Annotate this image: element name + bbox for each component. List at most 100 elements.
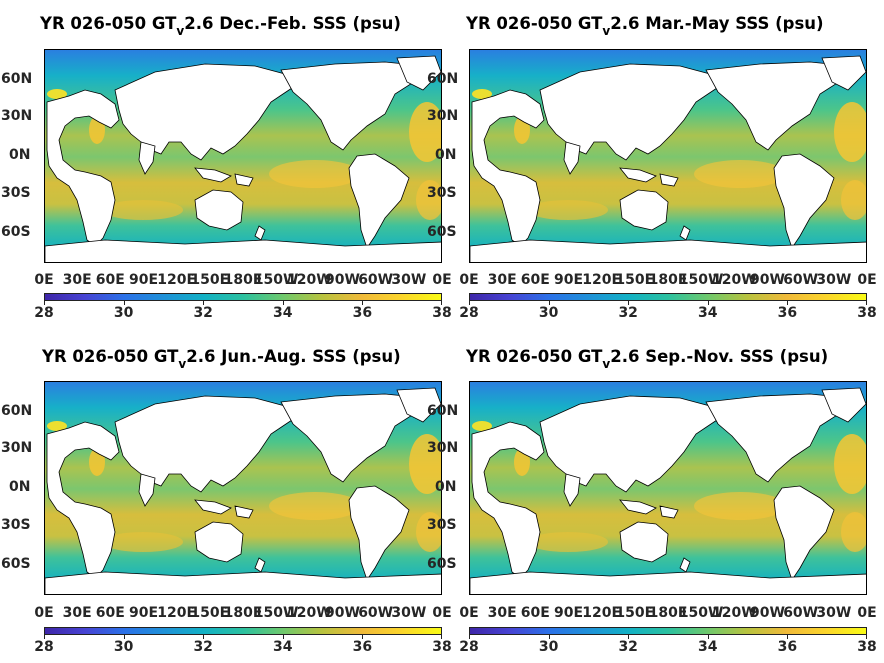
lon-label: 150E	[190, 605, 230, 621]
lat-label: 30N	[427, 108, 459, 124]
colorbar-tick-label: 38	[432, 639, 452, 655]
lon-label: 150E	[615, 605, 655, 621]
colorbar-tick-mark	[707, 635, 709, 639]
lon-label: 0E	[34, 272, 54, 288]
salinity-map-jun-aug	[44, 381, 442, 595]
lat-label: 30S	[1, 185, 31, 201]
colorbar-tick-mark	[44, 635, 45, 639]
lat-label: 0N	[435, 479, 457, 495]
lon-label: 0E	[857, 272, 877, 288]
panel-title: YR 026-050 GTv2.6 Jun.-Aug. SSS (psu)	[42, 347, 401, 371]
colorbar-tick-label: 30	[113, 639, 134, 655]
lon-label: 0E	[459, 272, 479, 288]
colorbar-tick-mark	[707, 301, 709, 305]
colorbar-tick-mark	[866, 301, 867, 305]
lon-label: 60E	[95, 272, 125, 288]
lon-label: 60W	[783, 605, 819, 621]
colorbar-tick-label: 34	[273, 639, 293, 655]
panel-title: YR 026-050 GTv2.6 Mar.-May SSS (psu)	[466, 14, 824, 38]
panel-title: YR 026-050 GTv2.6 Sep.-Nov. SSS (psu)	[466, 347, 829, 371]
lon-label: 0E	[432, 272, 452, 288]
colorbar-tick-label: 30	[538, 639, 559, 655]
lat-label: 60N	[427, 403, 459, 419]
lon-label: 0E	[34, 605, 54, 621]
lon-label: 90E	[128, 272, 159, 288]
lon-label: 30W	[816, 605, 852, 621]
lon-label: 120W	[711, 605, 757, 621]
salinity-map-sep-nov	[469, 381, 867, 595]
colorbar-tick-mark	[866, 635, 867, 639]
lon-label: 150W	[253, 272, 299, 288]
lat-label: 0N	[9, 479, 31, 495]
lon-label: 90E	[128, 605, 159, 621]
colorbar-tick-mark	[469, 301, 470, 305]
lon-label: 90E	[553, 605, 584, 621]
colorbar-tick-mark	[628, 301, 630, 305]
colorbar-tick-mark	[548, 301, 550, 305]
colorbar-tick-label: 38	[857, 305, 877, 321]
lon-label: 150E	[615, 272, 655, 288]
colorbar-tick-label: 30	[538, 305, 559, 321]
lon-label: 90W	[325, 272, 360, 288]
lat-label: 60N	[1, 71, 33, 87]
lon-label: 60W	[783, 272, 819, 288]
salinity-map-dec-feb	[44, 49, 442, 263]
lon-label: 30E	[62, 272, 92, 288]
colorbar	[469, 293, 867, 301]
lon-label: 150W	[678, 272, 724, 288]
lon-label: 180E	[223, 272, 263, 288]
lon-label: 60E	[95, 605, 125, 621]
colorbar-tick-label: 36	[777, 305, 798, 321]
lon-label: 150W	[678, 605, 724, 621]
colorbar	[44, 293, 442, 301]
lon-label: 60W	[358, 605, 394, 621]
colorbar-tick-mark	[44, 301, 45, 305]
colorbar-tick-mark	[441, 301, 442, 305]
colorbar-tick-label: 36	[352, 639, 373, 655]
lat-label: 60S	[427, 224, 457, 240]
colorbar	[44, 627, 442, 635]
colorbar	[469, 627, 867, 635]
lat-label: 0N	[9, 147, 31, 163]
colorbar-tick-mark	[787, 301, 789, 305]
lon-label: 30E	[487, 605, 517, 621]
lat-label: 60N	[1, 403, 33, 419]
colorbar-tick-label: 32	[193, 639, 213, 655]
lon-label: 180E	[648, 272, 688, 288]
lon-label: 0E	[432, 605, 452, 621]
lon-label: 60E	[520, 272, 550, 288]
colorbar-tick-label: 36	[352, 305, 373, 321]
colorbar-tick-mark	[203, 301, 205, 305]
colorbar-tick-mark	[203, 635, 205, 639]
lat-label: 30S	[1, 517, 31, 533]
lon-label: 30E	[62, 605, 92, 621]
lon-label: 120W	[711, 272, 757, 288]
lon-label: 120E	[582, 605, 622, 621]
lon-label: 120E	[157, 272, 197, 288]
salinity-map-mar-may	[469, 49, 867, 263]
lon-label: 90W	[750, 605, 785, 621]
lon-label: 0E	[459, 605, 479, 621]
lat-label: 60S	[1, 556, 31, 572]
panel-title: YR 026-050 GTv2.6 Dec.-Feb. SSS (psu)	[40, 14, 401, 38]
lat-label: 30S	[427, 517, 457, 533]
lon-label: 150E	[190, 272, 230, 288]
colorbar-tick-mark	[441, 635, 442, 639]
lat-label: 60S	[1, 224, 31, 240]
lat-label: 30N	[1, 108, 33, 124]
lat-label: 60N	[427, 71, 459, 87]
lon-label: 120W	[286, 272, 332, 288]
lon-label: 120W	[286, 605, 332, 621]
colorbar-tick-label: 30	[113, 305, 134, 321]
colorbar-tick-label: 32	[618, 639, 638, 655]
colorbar-tick-label: 38	[432, 305, 452, 321]
colorbar-tick-mark	[362, 635, 364, 639]
colorbar-tick-label: 28	[459, 305, 479, 321]
colorbar-tick-mark	[628, 635, 630, 639]
lon-label: 180E	[223, 605, 263, 621]
lat-label: 0N	[435, 147, 457, 163]
colorbar-tick-mark	[469, 635, 470, 639]
lon-label: 0E	[857, 605, 877, 621]
colorbar-tick-label: 32	[193, 305, 213, 321]
colorbar-tick-mark	[123, 635, 125, 639]
